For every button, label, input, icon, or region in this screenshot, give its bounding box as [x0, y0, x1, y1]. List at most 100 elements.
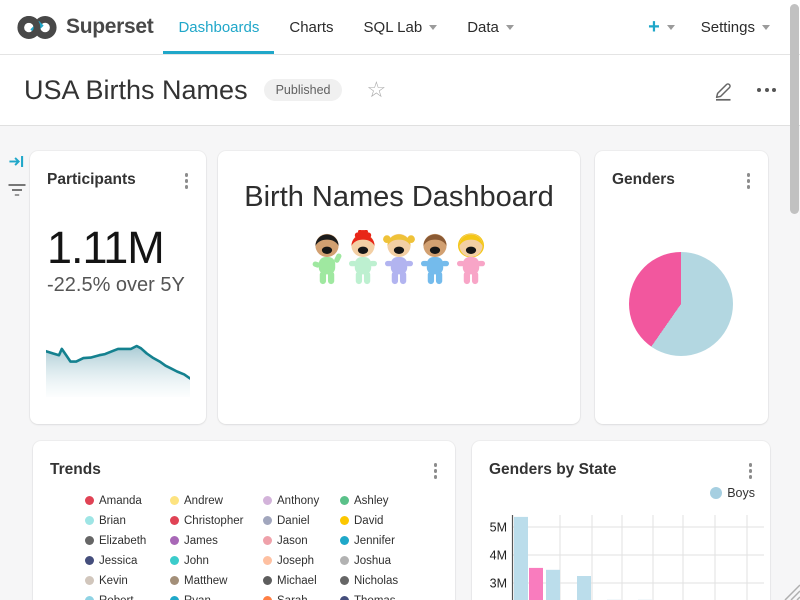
- dashboard-menu-icon[interactable]: [757, 84, 776, 96]
- baby-blonde-pink: [457, 233, 485, 285]
- plus-icon: +: [648, 16, 660, 38]
- published-badge[interactable]: Published: [263, 79, 343, 101]
- chart-menu-icon[interactable]: [745, 171, 753, 191]
- legend-dot: [85, 596, 94, 600]
- legend-label: John: [184, 554, 209, 567]
- legend-item-john[interactable]: John: [165, 551, 258, 571]
- legend-label: Joshua: [354, 554, 392, 567]
- legend-label: David: [354, 514, 384, 527]
- legend-dot: [263, 576, 272, 585]
- chart-title: Genders: [612, 171, 675, 188]
- boys-legend-label: Boys: [727, 485, 755, 500]
- nav-dashboards[interactable]: Dashboards: [163, 0, 275, 54]
- chart-title: Participants: [47, 171, 136, 188]
- baby-black-hair-green: [312, 233, 342, 285]
- big-number-subheader: -22.5% over 5Y: [47, 273, 185, 296]
- scrollbar[interactable]: [790, 4, 799, 214]
- sparkline-chart: [46, 344, 190, 397]
- legend-item-thomas[interactable]: Thomas: [335, 591, 455, 600]
- nav-data[interactable]: Data: [452, 0, 529, 54]
- top-navbar: Superset Dashboards Charts SQL Lab Data …: [0, 0, 800, 55]
- legend-item-jennifer[interactable]: Jennifer: [335, 531, 455, 551]
- legend-label: Jennifer: [354, 534, 395, 547]
- chevron-down-icon: [666, 24, 675, 30]
- page-title: USA Births Names: [24, 74, 248, 105]
- edit-dashboard-icon[interactable]: [713, 79, 733, 101]
- chart-menu-icon[interactable]: [432, 461, 440, 481]
- chevron-down-icon: [762, 24, 770, 30]
- legend-item-andrew[interactable]: Andrew: [165, 491, 258, 511]
- legend-dot: [340, 516, 349, 525]
- svg-text:3M: 3M: [490, 576, 507, 590]
- legend-item-jason[interactable]: Jason: [258, 531, 335, 551]
- legend-label: Jessica: [99, 554, 138, 567]
- filter-list-icon[interactable]: [8, 183, 26, 198]
- legend-label: Elizabeth: [99, 534, 147, 547]
- legend-label: Kevin: [99, 574, 128, 587]
- legend-dot: [85, 536, 94, 545]
- legend-item-christopher[interactable]: Christopher: [165, 511, 258, 531]
- genders-by-state-bar-chart: 5M 4M 3M: [490, 514, 764, 600]
- legend-item-kevin[interactable]: Kevin: [80, 571, 165, 591]
- legend-item-joshua[interactable]: Joshua: [335, 551, 455, 571]
- trends-card: Trends Amanda Andrew Anthony Ashley Brian Chr…: [33, 441, 455, 600]
- legend-label: Amanda: [99, 494, 142, 507]
- legend-item-daniel[interactable]: Daniel: [258, 511, 335, 531]
- legend-dot: [263, 596, 272, 600]
- favorite-star-icon[interactable]: ☆: [366, 77, 387, 102]
- baby-red-hair-mint: [349, 230, 377, 285]
- legend-item-ryan[interactable]: Ryan: [165, 591, 258, 600]
- legend-dot: [170, 496, 179, 505]
- legend-item-elizabeth[interactable]: Elizabeth: [80, 531, 165, 551]
- resize-grip[interactable]: [780, 580, 800, 600]
- legend-dot: [170, 516, 179, 525]
- legend-item-michael[interactable]: Michael: [258, 571, 335, 591]
- legend-item-matthew[interactable]: Matthew: [165, 571, 258, 591]
- legend-dot: [263, 516, 272, 525]
- legend-dot: [170, 556, 179, 565]
- legend-dot: [340, 576, 349, 585]
- chevron-down-icon: [505, 24, 514, 30]
- markdown-heading: Birth Names Dashboard: [244, 181, 554, 213]
- legend-item-david[interactable]: David: [335, 511, 455, 531]
- legend-dot: [170, 576, 179, 585]
- legend-item-anthony[interactable]: Anthony: [258, 491, 335, 511]
- legend-item-boys[interactable]: Boys: [472, 485, 770, 501]
- legend-item-robert[interactable]: Robert: [80, 591, 165, 600]
- legend-item-sarah[interactable]: Sarah: [258, 591, 335, 600]
- legend-dot: [85, 516, 94, 525]
- superset-logo[interactable]: Superset: [16, 14, 154, 41]
- baby-blonde-pigtails-purple: [383, 233, 415, 285]
- legend-label: Andrew: [184, 494, 223, 507]
- expand-filter-bar-icon[interactable]: [8, 153, 25, 170]
- legend-item-ashley[interactable]: Ashley: [335, 491, 455, 511]
- legend-dot: [263, 556, 272, 565]
- settings-label: Settings: [700, 18, 755, 36]
- chevron-down-icon: [429, 24, 438, 30]
- dashboard-header: USA Births Names Published ☆: [0, 55, 800, 126]
- participants-card: Participants 1.11M -22.5% over 5Y: [30, 151, 206, 424]
- legend-item-james[interactable]: James: [165, 531, 258, 551]
- settings-menu[interactable]: Settings: [701, 19, 770, 36]
- chart-title: Trends: [50, 461, 101, 478]
- legend-label: Daniel: [277, 514, 310, 527]
- legend-dot: [340, 556, 349, 565]
- legend-item-joseph[interactable]: Joseph: [258, 551, 335, 571]
- chart-menu-icon[interactable]: [747, 461, 755, 481]
- nav-dashboards-label: Dashboards: [178, 18, 260, 36]
- brand-name: Superset: [66, 15, 154, 38]
- legend-item-amanda[interactable]: Amanda: [80, 491, 165, 511]
- nav-charts[interactable]: Charts: [274, 0, 348, 54]
- legend-label: Robert: [99, 595, 134, 600]
- legend-item-brian[interactable]: Brian: [80, 511, 165, 531]
- nav-sql-lab[interactable]: SQL Lab: [349, 0, 453, 54]
- legend-label: Sarah: [277, 595, 308, 600]
- legend-item-jessica[interactable]: Jessica: [80, 551, 165, 571]
- legend-dot: [85, 576, 94, 585]
- new-button[interactable]: +: [648, 17, 675, 37]
- legend-item-nicholas[interactable]: Nicholas: [335, 571, 455, 591]
- markdown-card: Birth Names Dashboard: [218, 151, 580, 424]
- chart-menu-icon[interactable]: [183, 171, 191, 191]
- legend-label: Ashley: [354, 494, 389, 507]
- legend-label: Brian: [99, 514, 126, 527]
